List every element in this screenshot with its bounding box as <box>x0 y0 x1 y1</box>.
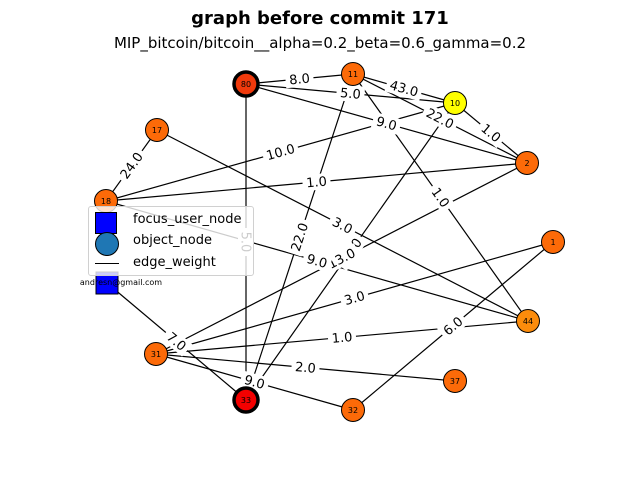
node-circle <box>145 118 169 142</box>
node-circle <box>341 62 365 86</box>
edge-weight-text: 2.0 <box>294 360 316 377</box>
edge-label-background <box>290 358 321 377</box>
object-node-1[interactable]: 1 <box>541 230 565 254</box>
edge-label-11-44: 1.0 <box>425 181 456 214</box>
object-node-17[interactable]: 17 <box>145 118 169 142</box>
object-node-11[interactable]: 11 <box>341 62 365 86</box>
edge-weight-text: 22.0 <box>289 221 312 253</box>
object-node-2[interactable]: 2 <box>515 151 539 175</box>
node-label: 11 <box>348 70 358 79</box>
node-circle <box>516 309 540 333</box>
edge-label-1-31: 3.0 <box>338 286 371 310</box>
focus-user-node-marker <box>95 212 117 234</box>
object-node-37[interactable]: 37 <box>443 369 467 393</box>
edge-weight-text: 10.0 <box>265 142 297 164</box>
legend-label-focus-user-node: focus_user_node <box>133 212 242 227</box>
node-label: 18 <box>101 197 111 206</box>
node-label: 31 <box>151 350 161 359</box>
edge-label-10-2: 1.0 <box>475 117 507 149</box>
edge-label-background <box>384 75 424 102</box>
edge-label-background <box>301 249 333 273</box>
edge-label-background <box>301 172 332 192</box>
legend-label-object-node: object_node <box>133 233 213 248</box>
edge-label-background <box>420 103 460 134</box>
object-node-44[interactable]: 44 <box>516 309 540 333</box>
node-circle <box>515 151 539 175</box>
edge-label-44-31: 1.0 <box>327 328 357 347</box>
node-label: 32 <box>348 406 358 415</box>
edge-label-2-18: 1.0 <box>301 172 332 192</box>
edge-label-background <box>114 146 149 185</box>
edge-label-background <box>370 112 403 135</box>
node-circle <box>443 369 467 393</box>
edge-label-80-10: 5.0 <box>335 84 366 103</box>
object-node-31[interactable]: 31 <box>144 342 168 366</box>
object-node-10[interactable]: 10 <box>443 91 467 115</box>
node-label: 17 <box>152 126 162 135</box>
legend-label-edge-weight: edge_weight <box>133 255 216 270</box>
edge-label-background <box>338 286 371 310</box>
edge-label-31-37: 2.0 <box>290 358 321 377</box>
node-label: 2 <box>524 159 529 168</box>
edge-label-background <box>327 328 357 347</box>
graph-subtitle: MIP_bitcoin/bitcoin__alpha=0.2_beta=0.6_… <box>113 34 527 52</box>
node-circle <box>541 230 565 254</box>
edge-label-background <box>286 217 313 257</box>
object-node-32[interactable]: 32 <box>341 398 365 422</box>
edge-label-10-18: 10.0 <box>261 139 300 165</box>
object-node-marker <box>95 232 119 256</box>
edge-label-background <box>261 139 300 165</box>
node-circle <box>232 70 260 98</box>
legend: focus_user_node object_node edge_weight <box>88 206 254 276</box>
edge-weight-text: 1.0 <box>331 330 353 347</box>
node-label: 80 <box>241 80 251 89</box>
edge-label-80-11: 8.0 <box>284 69 315 89</box>
edge-label-background <box>284 69 315 89</box>
edge-weight-text: 9.0 <box>305 252 329 272</box>
node-circle <box>341 398 365 422</box>
edge-label-background <box>326 211 359 240</box>
node-label: 44 <box>523 317 533 326</box>
edge-weight-text: 8.0 <box>289 72 311 89</box>
edge-label-background <box>437 310 469 342</box>
edge-weight-text: 5.0 <box>339 86 361 103</box>
edge-label-background <box>475 117 507 149</box>
node-label: 33 <box>241 396 251 405</box>
legend-item-edge-weight: edge_weight <box>89 254 253 274</box>
edge-weight-text: 1.0 <box>306 175 328 192</box>
edge-label-background <box>335 84 366 103</box>
graph-title: graph before commit 171 <box>191 8 449 29</box>
node-label: 10 <box>450 99 460 108</box>
edge-label-1-32: 6.0 <box>437 310 469 342</box>
edge-weight-text: 3.0 <box>343 289 367 309</box>
edge-label-18-44: 9.0 <box>301 249 333 273</box>
edge-label-11-10: 43.0 <box>384 75 424 102</box>
object-node-33[interactable]: 33 <box>232 386 260 414</box>
object-node-80[interactable]: 80 <box>232 70 260 98</box>
edge-weight-text: 9.0 <box>374 114 398 134</box>
node-circle <box>144 342 168 366</box>
edge-label-17-18: 24.0 <box>114 146 149 185</box>
node-label: 1 <box>550 238 555 247</box>
edge-label-80-2: 9.0 <box>370 112 403 135</box>
legend-item-focus-user-node: focus_user_node <box>89 211 253 234</box>
edge-label-background <box>321 243 362 274</box>
edge-label-background <box>160 326 193 357</box>
node-label: 37 <box>450 377 460 386</box>
node-circle <box>232 386 260 414</box>
node-circle <box>443 91 467 115</box>
edge-weight-marker <box>95 263 119 264</box>
user-node-label: andresn@gmail.com <box>80 278 162 287</box>
edge-label-background <box>425 181 456 214</box>
legend-item-object-node: object_node <box>89 232 253 256</box>
